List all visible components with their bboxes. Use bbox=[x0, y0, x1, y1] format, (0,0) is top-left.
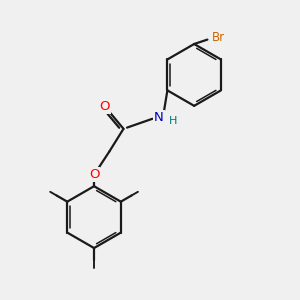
Text: O: O bbox=[99, 100, 110, 113]
Text: O: O bbox=[89, 168, 99, 181]
Text: N: N bbox=[154, 111, 164, 124]
Text: Br: Br bbox=[212, 31, 225, 44]
Text: H: H bbox=[169, 116, 178, 126]
